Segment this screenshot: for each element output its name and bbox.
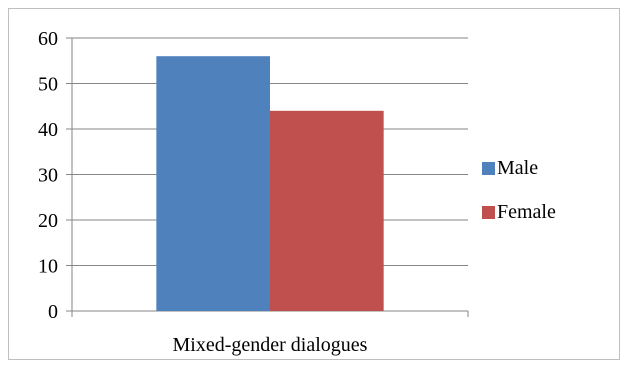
y-tick-label-0: 0 [48,301,58,323]
y-tick-label-20: 20 [38,210,58,232]
legend-label-female: Female [497,201,556,223]
y-tick-label-10: 10 [38,256,58,278]
bar-female [270,110,384,311]
y-tick-label-60: 60 [38,28,58,50]
y-tick-label-50: 50 [38,74,58,96]
bar-male [156,56,270,312]
y-tick-label-30: 30 [38,165,58,187]
y-tick-label-40: 40 [38,119,58,141]
legend-swatch-male [482,162,495,175]
x-category-label: Mixed-gender dialogues [173,334,368,356]
legend-label-male: Male [497,157,538,179]
legend-swatch-female [482,206,495,219]
